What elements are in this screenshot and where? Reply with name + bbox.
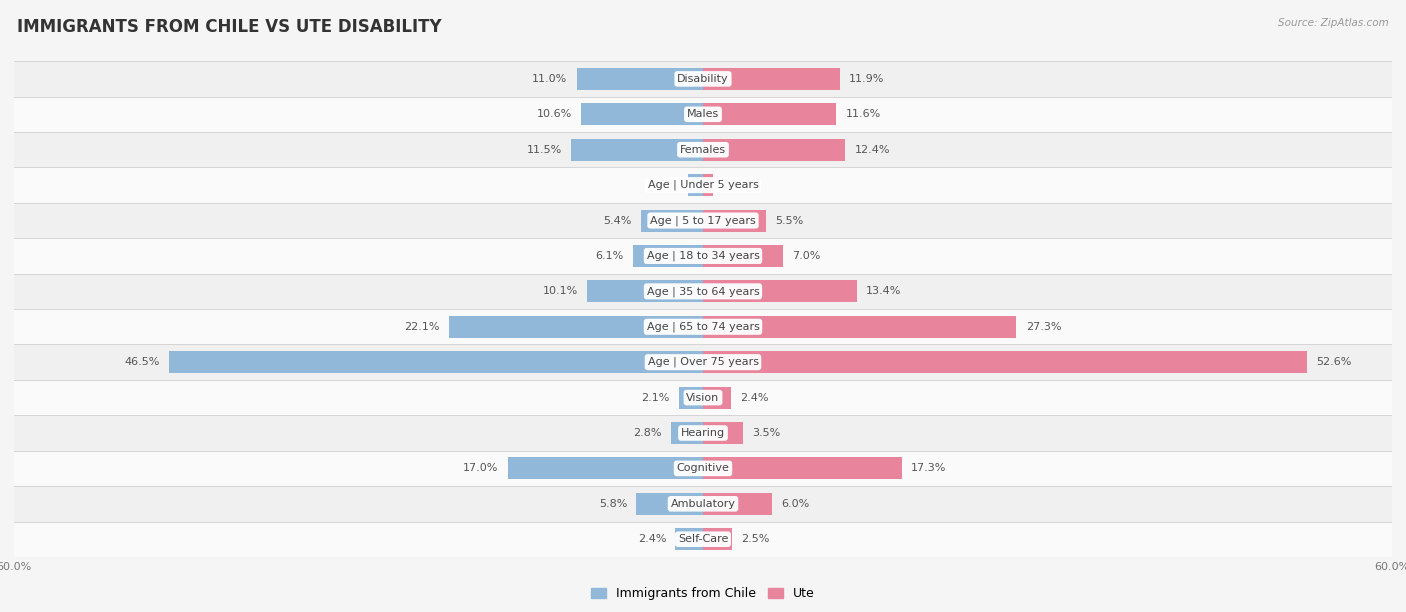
Text: 5.8%: 5.8%: [599, 499, 627, 509]
Bar: [703, 387, 731, 409]
Text: 11.5%: 11.5%: [526, 144, 562, 155]
Text: Source: ZipAtlas.com: Source: ZipAtlas.com: [1278, 18, 1389, 28]
Bar: [588, 280, 703, 302]
Bar: [675, 528, 703, 550]
Text: Hearing: Hearing: [681, 428, 725, 438]
Bar: [14, 274, 1392, 309]
Text: 1.3%: 1.3%: [651, 180, 679, 190]
Text: Age | 18 to 34 years: Age | 18 to 34 years: [647, 251, 759, 261]
Text: 10.6%: 10.6%: [537, 110, 572, 119]
Text: 2.1%: 2.1%: [641, 392, 669, 403]
Text: 2.8%: 2.8%: [633, 428, 662, 438]
Bar: [14, 203, 1392, 238]
Bar: [14, 486, 1392, 521]
Text: 6.1%: 6.1%: [596, 251, 624, 261]
Bar: [576, 68, 703, 90]
Text: 12.4%: 12.4%: [855, 144, 890, 155]
Text: Females: Females: [681, 144, 725, 155]
Bar: [14, 132, 1392, 168]
Text: IMMIGRANTS FROM CHILE VS UTE DISABILITY: IMMIGRANTS FROM CHILE VS UTE DISABILITY: [17, 18, 441, 36]
Bar: [703, 457, 901, 479]
Legend: Immigrants from Chile, Ute: Immigrants from Chile, Ute: [586, 582, 820, 605]
Bar: [703, 351, 1308, 373]
Text: 6.0%: 6.0%: [782, 499, 810, 509]
Text: 17.3%: 17.3%: [911, 463, 946, 474]
Bar: [14, 345, 1392, 380]
Bar: [637, 493, 703, 515]
Text: 52.6%: 52.6%: [1316, 357, 1351, 367]
Bar: [14, 309, 1392, 345]
Bar: [14, 238, 1392, 274]
Text: Self-Care: Self-Care: [678, 534, 728, 544]
Bar: [14, 450, 1392, 486]
Bar: [703, 422, 744, 444]
Text: 3.5%: 3.5%: [752, 428, 780, 438]
Bar: [14, 168, 1392, 203]
Text: 5.4%: 5.4%: [603, 215, 631, 226]
Bar: [703, 103, 837, 125]
Text: 2.4%: 2.4%: [740, 392, 768, 403]
Bar: [703, 209, 766, 231]
Text: Age | Under 5 years: Age | Under 5 years: [648, 180, 758, 190]
Text: 27.3%: 27.3%: [1025, 322, 1062, 332]
Text: 2.5%: 2.5%: [741, 534, 769, 544]
Text: Age | 65 to 74 years: Age | 65 to 74 years: [647, 321, 759, 332]
Text: Age | 5 to 17 years: Age | 5 to 17 years: [650, 215, 756, 226]
Bar: [703, 528, 731, 550]
Text: Vision: Vision: [686, 392, 720, 403]
Text: Ambulatory: Ambulatory: [671, 499, 735, 509]
Bar: [450, 316, 703, 338]
Text: 11.0%: 11.0%: [533, 74, 568, 84]
Text: Disability: Disability: [678, 74, 728, 84]
Text: Age | Over 75 years: Age | Over 75 years: [648, 357, 758, 367]
Bar: [14, 61, 1392, 97]
Text: 10.1%: 10.1%: [543, 286, 578, 296]
Bar: [703, 316, 1017, 338]
Text: 11.9%: 11.9%: [849, 74, 884, 84]
Bar: [703, 280, 856, 302]
Bar: [703, 493, 772, 515]
Bar: [641, 209, 703, 231]
Bar: [671, 422, 703, 444]
Bar: [581, 103, 703, 125]
Text: 46.5%: 46.5%: [125, 357, 160, 367]
Bar: [14, 380, 1392, 416]
Bar: [703, 139, 845, 161]
Bar: [688, 174, 703, 196]
Text: 13.4%: 13.4%: [866, 286, 901, 296]
Text: 7.0%: 7.0%: [793, 251, 821, 261]
Bar: [571, 139, 703, 161]
Text: 11.6%: 11.6%: [845, 110, 880, 119]
Bar: [14, 416, 1392, 450]
Text: 22.1%: 22.1%: [405, 322, 440, 332]
Bar: [14, 521, 1392, 557]
Bar: [633, 245, 703, 267]
Bar: [169, 351, 703, 373]
Text: 0.86%: 0.86%: [723, 180, 758, 190]
Text: Males: Males: [688, 110, 718, 119]
Text: 5.5%: 5.5%: [775, 215, 804, 226]
Text: Age | 35 to 64 years: Age | 35 to 64 years: [647, 286, 759, 297]
Text: 2.4%: 2.4%: [638, 534, 666, 544]
Bar: [703, 68, 839, 90]
Bar: [14, 97, 1392, 132]
Text: 17.0%: 17.0%: [463, 463, 499, 474]
Text: Cognitive: Cognitive: [676, 463, 730, 474]
Bar: [703, 174, 713, 196]
Bar: [679, 387, 703, 409]
Bar: [703, 245, 783, 267]
Bar: [508, 457, 703, 479]
